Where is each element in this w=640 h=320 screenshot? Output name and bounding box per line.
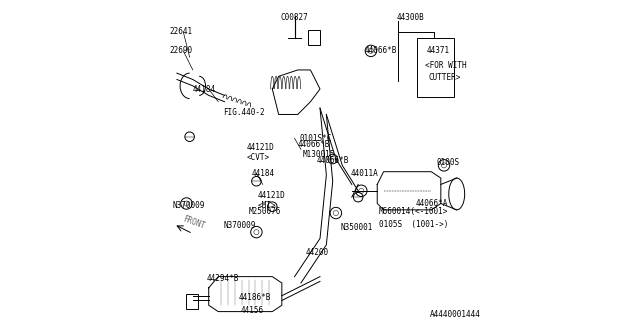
Text: 0105S  (1001->): 0105S (1001->) [379,220,448,229]
Text: <MT>: <MT> [258,201,276,210]
Text: C00827: C00827 [280,13,308,22]
Text: 44121D: 44121D [247,143,275,152]
Text: 44186*B: 44186*B [239,293,271,302]
Text: N350001: N350001 [340,223,373,232]
Text: 44184: 44184 [252,169,275,178]
Text: 0101S*C: 0101S*C [300,134,332,143]
Text: 22690: 22690 [169,46,192,55]
Text: N370009: N370009 [223,221,255,230]
Text: M250076: M250076 [248,207,281,216]
Text: 44184: 44184 [193,84,216,93]
Text: 44066*B: 44066*B [365,46,397,55]
Text: M660014(<-1001>: M660014(<-1001> [379,207,448,216]
Text: 44121D: 44121D [258,191,285,200]
Text: <FOR WITH: <FOR WITH [425,61,467,70]
Bar [417,38,454,97]
Text: 44011A: 44011A [350,169,378,178]
Text: 44066*B: 44066*B [317,156,349,165]
Text: 44200: 44200 [306,248,329,257]
Bar [308,30,320,45]
Text: 0100S: 0100S [436,158,459,167]
Text: M130015: M130015 [303,150,335,159]
Bar [186,294,198,309]
Text: 44300B: 44300B [396,13,424,22]
Text: <CVT>: <CVT> [247,153,270,162]
Text: A4440001444: A4440001444 [429,310,481,319]
Text: FRONT: FRONT [182,214,207,231]
Text: CUTTER>: CUTTER> [428,73,461,83]
Text: 44294*B: 44294*B [207,274,239,283]
Text: 44156: 44156 [241,306,264,315]
Text: 44066*A: 44066*A [415,199,448,208]
Text: N370009: N370009 [172,201,205,210]
Text: FIG.440-2: FIG.440-2 [223,108,265,117]
Text: 44066*B: 44066*B [298,140,330,149]
Text: 44371: 44371 [426,46,450,55]
Text: 22641: 22641 [169,27,192,36]
